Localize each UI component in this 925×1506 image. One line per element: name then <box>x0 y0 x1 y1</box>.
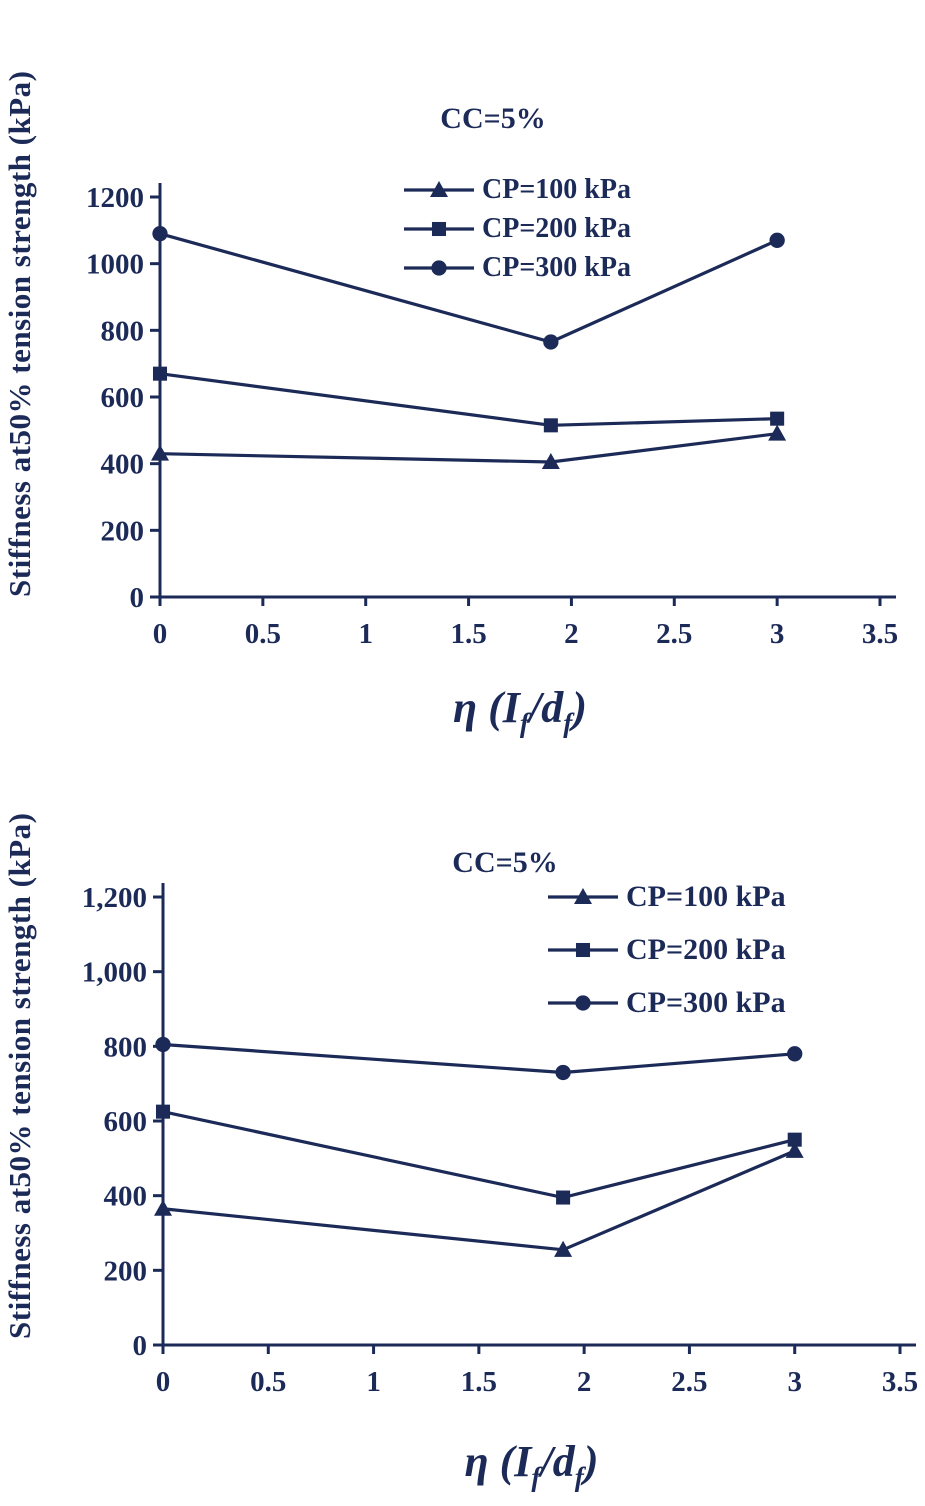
legend-label: CP=300 kPa <box>482 252 631 283</box>
chart-title: CC=5% <box>452 846 558 879</box>
svg-text:1.5: 1.5 <box>450 618 486 650</box>
svg-text:0: 0 <box>153 618 168 650</box>
legend-item-cp100: CP=100 kPa <box>548 880 786 914</box>
bottom-chart: 0 0.5 1 1.5 2 2.5 3 3.5 0 200 400 600 800 1,000 1,200 … <box>0 750 925 1506</box>
legend-item-cp300: CP=300 kPa <box>548 986 786 1020</box>
legend-label: CP=300 kPa <box>626 986 786 1019</box>
svg-text:2.5: 2.5 <box>671 1366 707 1398</box>
legend-label: CP=200 kPa <box>482 213 631 244</box>
svg-text:400: 400 <box>104 1181 148 1213</box>
y-axis-title: Stiffness at50% tension strength (kPa) <box>2 70 37 598</box>
svg-text:3: 3 <box>770 618 785 650</box>
svg-text:0: 0 <box>130 582 145 614</box>
svg-text:2.5: 2.5 <box>656 618 692 650</box>
svg-text:2: 2 <box>564 618 579 650</box>
svg-text:1: 1 <box>358 618 373 650</box>
square-marker-icon <box>404 221 474 237</box>
svg-text:0.5: 0.5 <box>245 618 281 650</box>
svg-text:0.5: 0.5 <box>250 1366 286 1398</box>
legend-label: CP=200 kPa <box>626 933 786 966</box>
legend-label: CP=100 kPa <box>626 880 786 913</box>
legend-item-cp300: CP=300 kPa <box>404 252 631 284</box>
circle-marker-icon <box>404 260 474 276</box>
svg-text:600: 600 <box>104 1106 148 1138</box>
top-chart: 0 0.5 1 1.5 2 2.5 3 3.5 0 200 400 600 800 1000 1200 St… <box>0 0 925 750</box>
legend-item-cp100: CP=100 kPa <box>404 174 631 206</box>
triangle-marker-icon <box>404 181 474 198</box>
svg-text:1000: 1000 <box>86 249 144 281</box>
legend-label: CP=100 kPa <box>482 174 631 205</box>
triangle-marker-icon <box>548 888 618 905</box>
svg-text:1200: 1200 <box>86 182 144 214</box>
svg-text:800: 800 <box>104 1031 148 1063</box>
legend-item-cp200: CP=200 kPa <box>548 933 786 967</box>
y-axis-title: Stiffness at50% tension strength (kPa) <box>2 812 37 1340</box>
legend: CP=100 kPa CP=200 kPa CP=300 kPa <box>548 880 786 1039</box>
svg-text:2: 2 <box>577 1366 592 1398</box>
svg-text:3.5: 3.5 <box>882 1366 918 1398</box>
svg-text:1,000: 1,000 <box>82 957 147 989</box>
svg-text:400: 400 <box>101 449 145 481</box>
legend-item-cp200: CP=200 kPa <box>404 213 631 245</box>
svg-text:800: 800 <box>101 315 145 347</box>
square-marker-icon <box>548 942 618 958</box>
svg-text:3: 3 <box>787 1366 802 1398</box>
circle-marker-icon <box>548 995 618 1011</box>
svg-text:0: 0 <box>156 1366 171 1398</box>
svg-text:1,200: 1,200 <box>82 882 147 914</box>
svg-text:3.5: 3.5 <box>862 618 898 650</box>
legend: CP=100 kPa CP=200 kPa CP=300 kPa <box>404 174 631 291</box>
top-plot-area: 0 0.5 1 1.5 2 2.5 3 3.5 0 200 400 600 800 1000 1200 <box>86 182 898 650</box>
svg-text:1.5: 1.5 <box>461 1366 497 1398</box>
bottom-plot-area: 0 0.5 1 1.5 2 2.5 3 3.5 0 200 400 600 800 1,000 1,200 <box>82 882 918 1398</box>
chart-title: CC=5% <box>440 102 546 135</box>
x-axis-title: η (If/df) <box>464 1437 599 1492</box>
svg-text:1: 1 <box>366 1366 381 1398</box>
svg-text:200: 200 <box>104 1255 148 1287</box>
x-axis-title: η (If/df) <box>452 683 587 738</box>
svg-text:0: 0 <box>133 1330 148 1362</box>
svg-text:200: 200 <box>101 515 145 547</box>
svg-text:600: 600 <box>101 382 145 414</box>
